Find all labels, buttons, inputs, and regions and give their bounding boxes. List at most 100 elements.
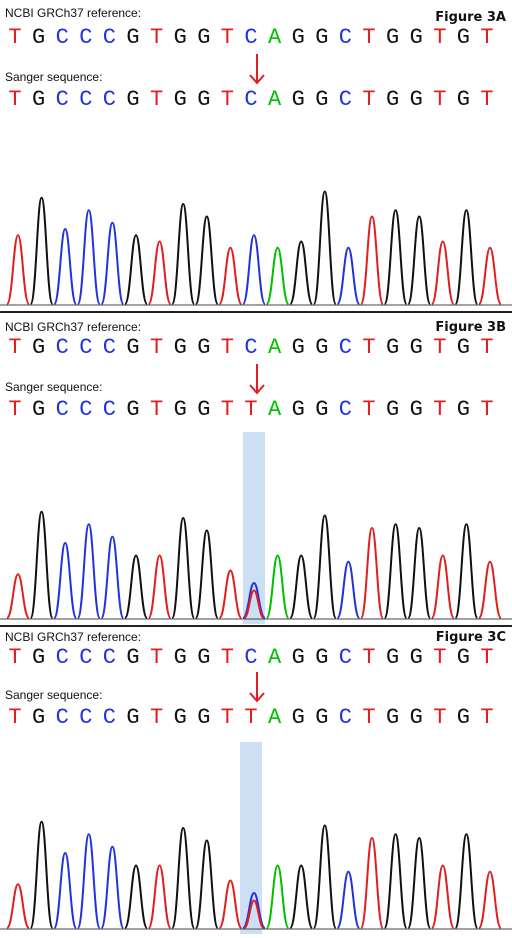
base-letter: G xyxy=(31,705,46,730)
base-letter: T xyxy=(220,705,234,730)
base-letter: T xyxy=(8,87,22,112)
base-letter: C xyxy=(102,397,116,422)
trace-c xyxy=(53,833,361,929)
sanger-label: Sanger sequence: xyxy=(5,688,103,702)
base-letter: G xyxy=(385,397,400,422)
base-letter: G xyxy=(291,25,305,50)
base-letter: T xyxy=(149,25,164,50)
base-letter: C xyxy=(55,87,69,112)
chromatogram xyxy=(0,820,512,930)
base-letter: G xyxy=(385,705,400,730)
base-letter: T xyxy=(149,397,164,422)
base-letter: G xyxy=(291,645,305,670)
base-letter: G xyxy=(315,335,329,360)
base-letter: G xyxy=(173,645,187,670)
base-letter: C xyxy=(102,335,116,360)
base-letter: G xyxy=(456,705,470,730)
base-letter: A xyxy=(267,335,282,360)
base-letter: C xyxy=(244,87,258,112)
base-letter: G xyxy=(126,25,140,50)
base-letter: C xyxy=(102,87,116,112)
base-letter: C xyxy=(55,25,69,50)
sanger-label: Sanger sequence: xyxy=(5,70,103,84)
base-letter: G xyxy=(409,25,423,50)
reference-label: NCBI GRCh37 reference: xyxy=(5,630,142,644)
trace-c xyxy=(53,209,361,305)
base-letter: G xyxy=(31,645,46,670)
base-letter: T xyxy=(480,87,494,112)
base-letter: A xyxy=(267,705,282,730)
panel-divider xyxy=(0,311,512,313)
base-letter: G xyxy=(197,397,211,422)
trace-t xyxy=(6,526,502,619)
base-letter: G xyxy=(385,87,400,112)
base-letter: G xyxy=(456,397,470,422)
base-letter: G xyxy=(456,335,470,360)
base-letter: A xyxy=(267,645,282,670)
mutation-arrow-icon xyxy=(249,54,265,85)
base-letter: G xyxy=(31,25,46,50)
base-letter: G xyxy=(409,87,423,112)
base-letter: T xyxy=(220,25,234,50)
base-letter: C xyxy=(102,705,116,730)
base-letter: T xyxy=(8,645,22,670)
base-letter: G xyxy=(126,87,140,112)
base-letter: C xyxy=(55,645,69,670)
base-letter: G xyxy=(173,87,187,112)
panel-divider xyxy=(0,625,512,627)
base-letter: G xyxy=(31,87,46,112)
base-letter: G xyxy=(173,25,187,50)
base-letter: T xyxy=(480,705,494,730)
base-letter: A xyxy=(267,87,282,112)
figure-title: Figure 3B xyxy=(435,320,506,335)
base-letter: G xyxy=(173,705,187,730)
base-letter: G xyxy=(456,87,470,112)
base-letter: C xyxy=(338,87,352,112)
base-letter: G xyxy=(31,335,46,360)
base-letter: G xyxy=(197,25,211,50)
base-letter: T xyxy=(480,25,494,50)
base-letter: T xyxy=(433,397,447,422)
base-letter: T xyxy=(220,645,234,670)
base-letter: T xyxy=(149,335,164,360)
base-letter: T xyxy=(480,645,494,670)
base-letter: T xyxy=(244,397,258,422)
base-letter: G xyxy=(315,397,329,422)
base-letter: T xyxy=(433,645,447,670)
trace-g xyxy=(29,190,479,305)
base-letter: C xyxy=(55,335,69,360)
base-letter: T xyxy=(244,705,258,730)
base-letter: G xyxy=(291,397,305,422)
reference-label: NCBI GRCh37 reference: xyxy=(5,320,142,334)
base-letter: G xyxy=(456,25,470,50)
mutation-arrow-icon xyxy=(249,672,265,703)
base-letter: T xyxy=(8,397,22,422)
variant-highlight xyxy=(240,742,262,934)
figure-title: Figure 3A xyxy=(435,10,506,25)
trace-t xyxy=(6,215,502,305)
base-letter: G xyxy=(315,25,329,50)
chromatogram xyxy=(0,510,512,620)
variant-highlight xyxy=(243,432,265,624)
base-letter: G xyxy=(197,645,211,670)
base-letter: T xyxy=(433,705,447,730)
base-letter: T xyxy=(8,25,22,50)
trace-g xyxy=(29,510,479,619)
base-letter: G xyxy=(291,705,305,730)
base-letter: G xyxy=(315,645,329,670)
base-letter: T xyxy=(362,397,376,422)
base-letter: T xyxy=(220,87,234,112)
base-letter: T xyxy=(149,645,164,670)
base-letter: C xyxy=(338,335,352,360)
base-letter: C xyxy=(338,645,352,670)
base-letter: C xyxy=(79,705,93,730)
base-letter: T xyxy=(362,335,376,360)
base-letter: G xyxy=(173,335,187,360)
base-letter: G xyxy=(31,397,46,422)
